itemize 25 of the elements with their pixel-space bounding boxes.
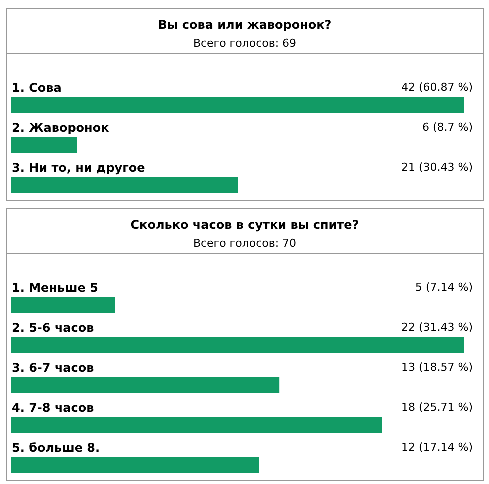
bar: [12, 377, 280, 393]
chart-subtitle: Всего голосов: 69: [192, 36, 298, 50]
data-label: 22 (31.43 %): [401, 321, 473, 334]
y-tick-label: 5. больше 8.: [12, 441, 100, 455]
y-tick-label: 1. Меньше 5: [12, 281, 98, 295]
bar: [12, 417, 382, 433]
data-label: 5 (7.14 %): [415, 281, 473, 294]
data-label: 13 (18.57 %): [401, 361, 473, 374]
bar: [12, 457, 260, 473]
chart-subtitle: Всего голосов: 70: [192, 236, 298, 250]
data-label: 42 (60.87 %): [401, 81, 473, 94]
bar: [12, 337, 464, 353]
chart-title: Вы сова или жаворонок?: [157, 17, 333, 32]
data-label: 6 (8.7 %): [422, 121, 473, 134]
y-tick-label: 2. Жаворонок: [12, 121, 110, 135]
bar: [12, 297, 116, 313]
y-tick-label: 4. 7-8 часов: [12, 401, 95, 415]
data-label: 12 (17.14 %): [401, 441, 473, 454]
y-tick-label: 1. Сова: [12, 81, 62, 95]
data-label: 21 (30.43 %): [401, 161, 473, 174]
y-tick-label: 2. 5-6 часов: [12, 321, 95, 335]
y-tick-label: 3. Ни то, ни другое: [12, 161, 146, 175]
chart-title: Сколько часов в сутки вы спите?: [130, 217, 360, 232]
y-tick-label: 3. 6-7 часов: [12, 361, 95, 375]
data-label: 18 (25.71 %): [401, 401, 473, 414]
